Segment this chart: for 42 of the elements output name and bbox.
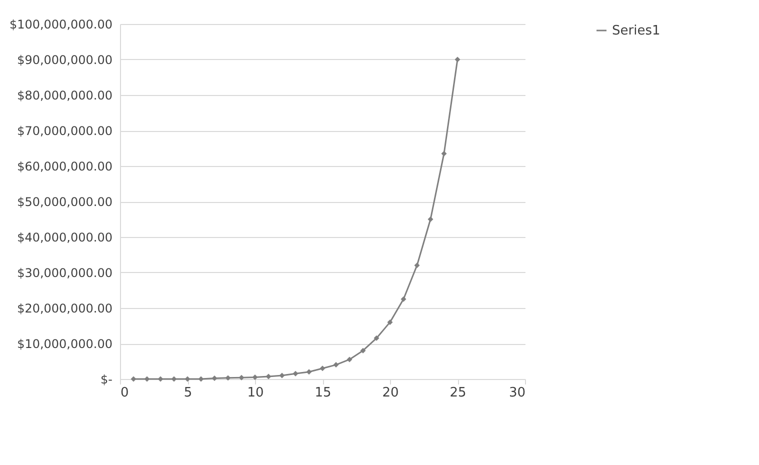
point [158,376,164,382]
y-tick-label: $- [100,372,112,386]
point [414,262,420,268]
point [171,376,177,382]
point [360,348,366,354]
point [306,369,312,375]
point [279,372,285,378]
point [144,376,150,382]
point [346,356,352,362]
y-tick-label: $40,000,000.00 [17,230,112,244]
point [266,374,272,380]
point [212,376,218,382]
x-tick-label: 5 [184,386,192,400]
y-tick-label: $90,000,000.00 [17,53,112,67]
x-tick-label: 25 [450,386,466,400]
point [333,362,339,368]
point [252,374,258,380]
x-tick-label: 30 [508,386,526,400]
y-tick-label: $70,000,000.00 [17,124,112,138]
x-tick-label: 0 [120,386,129,400]
y-tick-label: $30,000,000.00 [17,266,112,280]
point [374,335,380,341]
x-tick-label: 20 [382,386,399,400]
legend-label: Series1 [612,24,660,38]
y-tick-label: $10,000,000.00 [17,337,112,351]
y-tick-label: $50,000,000.00 [17,195,112,209]
y-tick-label: $100,000,000.00 [9,18,112,32]
point [238,374,244,380]
point [387,319,393,325]
point [454,56,460,62]
point [292,370,298,376]
point [184,376,190,382]
point [441,150,447,156]
y-tick-label: $20,000,000.00 [17,302,112,316]
point [130,376,136,382]
y-tick-label: $80,000,000.00 [17,88,112,102]
y-tick-label: $60,000,000.00 [17,160,112,174]
x-tick-label: 10 [247,386,264,400]
x-tick-label: 15 [314,386,332,400]
point [400,296,406,302]
point [320,366,326,372]
point [198,376,204,382]
